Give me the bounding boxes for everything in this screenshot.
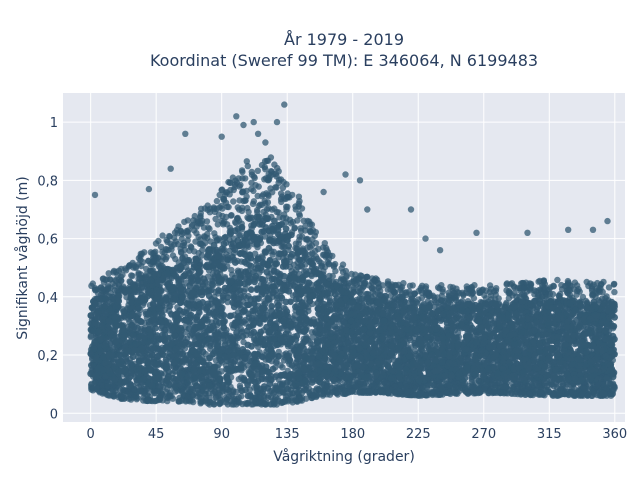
data-point [248, 185, 255, 193]
data-point [224, 203, 231, 211]
data-point [163, 254, 170, 261]
data-point [321, 240, 328, 247]
data-point [226, 179, 234, 186]
data-point [397, 381, 404, 389]
data-point [470, 294, 478, 302]
data-point [114, 271, 121, 278]
data-point [554, 276, 561, 284]
data-point [325, 261, 333, 268]
data-point [603, 293, 610, 300]
data-point [445, 289, 452, 296]
data-point [384, 278, 392, 285]
data-point [129, 272, 136, 280]
scatter-points [87, 101, 618, 408]
data-point [303, 386, 310, 394]
data-point [605, 284, 613, 291]
data-point [549, 290, 557, 298]
data-point [194, 220, 201, 227]
data-point [279, 184, 287, 191]
data-point [503, 287, 510, 294]
data-point [126, 278, 133, 285]
data-point [261, 163, 268, 171]
data-point [319, 251, 327, 258]
data-point [505, 295, 513, 302]
data-point [271, 161, 278, 168]
data-point [364, 273, 371, 281]
chart-title: År 1979 - 2019 [284, 30, 404, 49]
data-point [213, 197, 221, 205]
data-point [250, 198, 258, 205]
data-point [356, 389, 363, 396]
data-point [369, 288, 376, 296]
data-point [89, 280, 97, 287]
data-point [571, 340, 578, 348]
data-point [244, 162, 251, 170]
data-point [250, 173, 258, 180]
data-point [309, 250, 316, 257]
data-point [216, 191, 223, 199]
data-point [181, 218, 188, 226]
data-point [228, 392, 235, 400]
chart-subtitle: Koordinat (Sweref 99 TM): E 346064, N 61… [150, 51, 538, 70]
data-point [247, 286, 255, 293]
data-point [105, 270, 112, 277]
data-point [203, 218, 211, 225]
data-point [342, 267, 350, 275]
data-point [409, 282, 416, 289]
data-point [600, 278, 607, 286]
data-point [290, 261, 298, 269]
data-point [169, 395, 177, 402]
data-point [260, 208, 267, 215]
data-point [119, 271, 126, 279]
data-point [254, 192, 261, 200]
data-point [254, 207, 261, 214]
data-point [297, 227, 305, 235]
data-point [539, 282, 546, 289]
data-point [329, 272, 336, 280]
data-point [172, 238, 180, 245]
data-point [235, 217, 243, 224]
data-point [118, 265, 125, 273]
data-point [226, 387, 233, 394]
data-point [155, 237, 162, 245]
data-point [447, 283, 454, 291]
data-point [245, 208, 252, 216]
data-point [157, 243, 165, 251]
data-point [188, 244, 195, 251]
data-point [176, 398, 183, 405]
data-point [243, 158, 250, 165]
data-point [275, 168, 282, 175]
data-point [332, 267, 339, 275]
data-point [339, 261, 347, 268]
data-point [322, 244, 330, 252]
data-point [169, 252, 177, 259]
data-point [159, 232, 166, 239]
data-point [104, 285, 112, 293]
data-point [163, 246, 170, 254]
data-point [239, 168, 246, 176]
data-point [583, 278, 590, 286]
data-point [283, 206, 290, 213]
data-point [258, 201, 265, 209]
data-point [232, 177, 239, 184]
data-point [312, 229, 319, 236]
data-point [138, 262, 145, 270]
data-point [352, 271, 359, 278]
data-point [216, 204, 223, 211]
data-point [611, 288, 618, 296]
data-point [254, 167, 261, 174]
data-point [315, 245, 322, 253]
data-point [227, 212, 235, 219]
data-point [230, 198, 237, 205]
